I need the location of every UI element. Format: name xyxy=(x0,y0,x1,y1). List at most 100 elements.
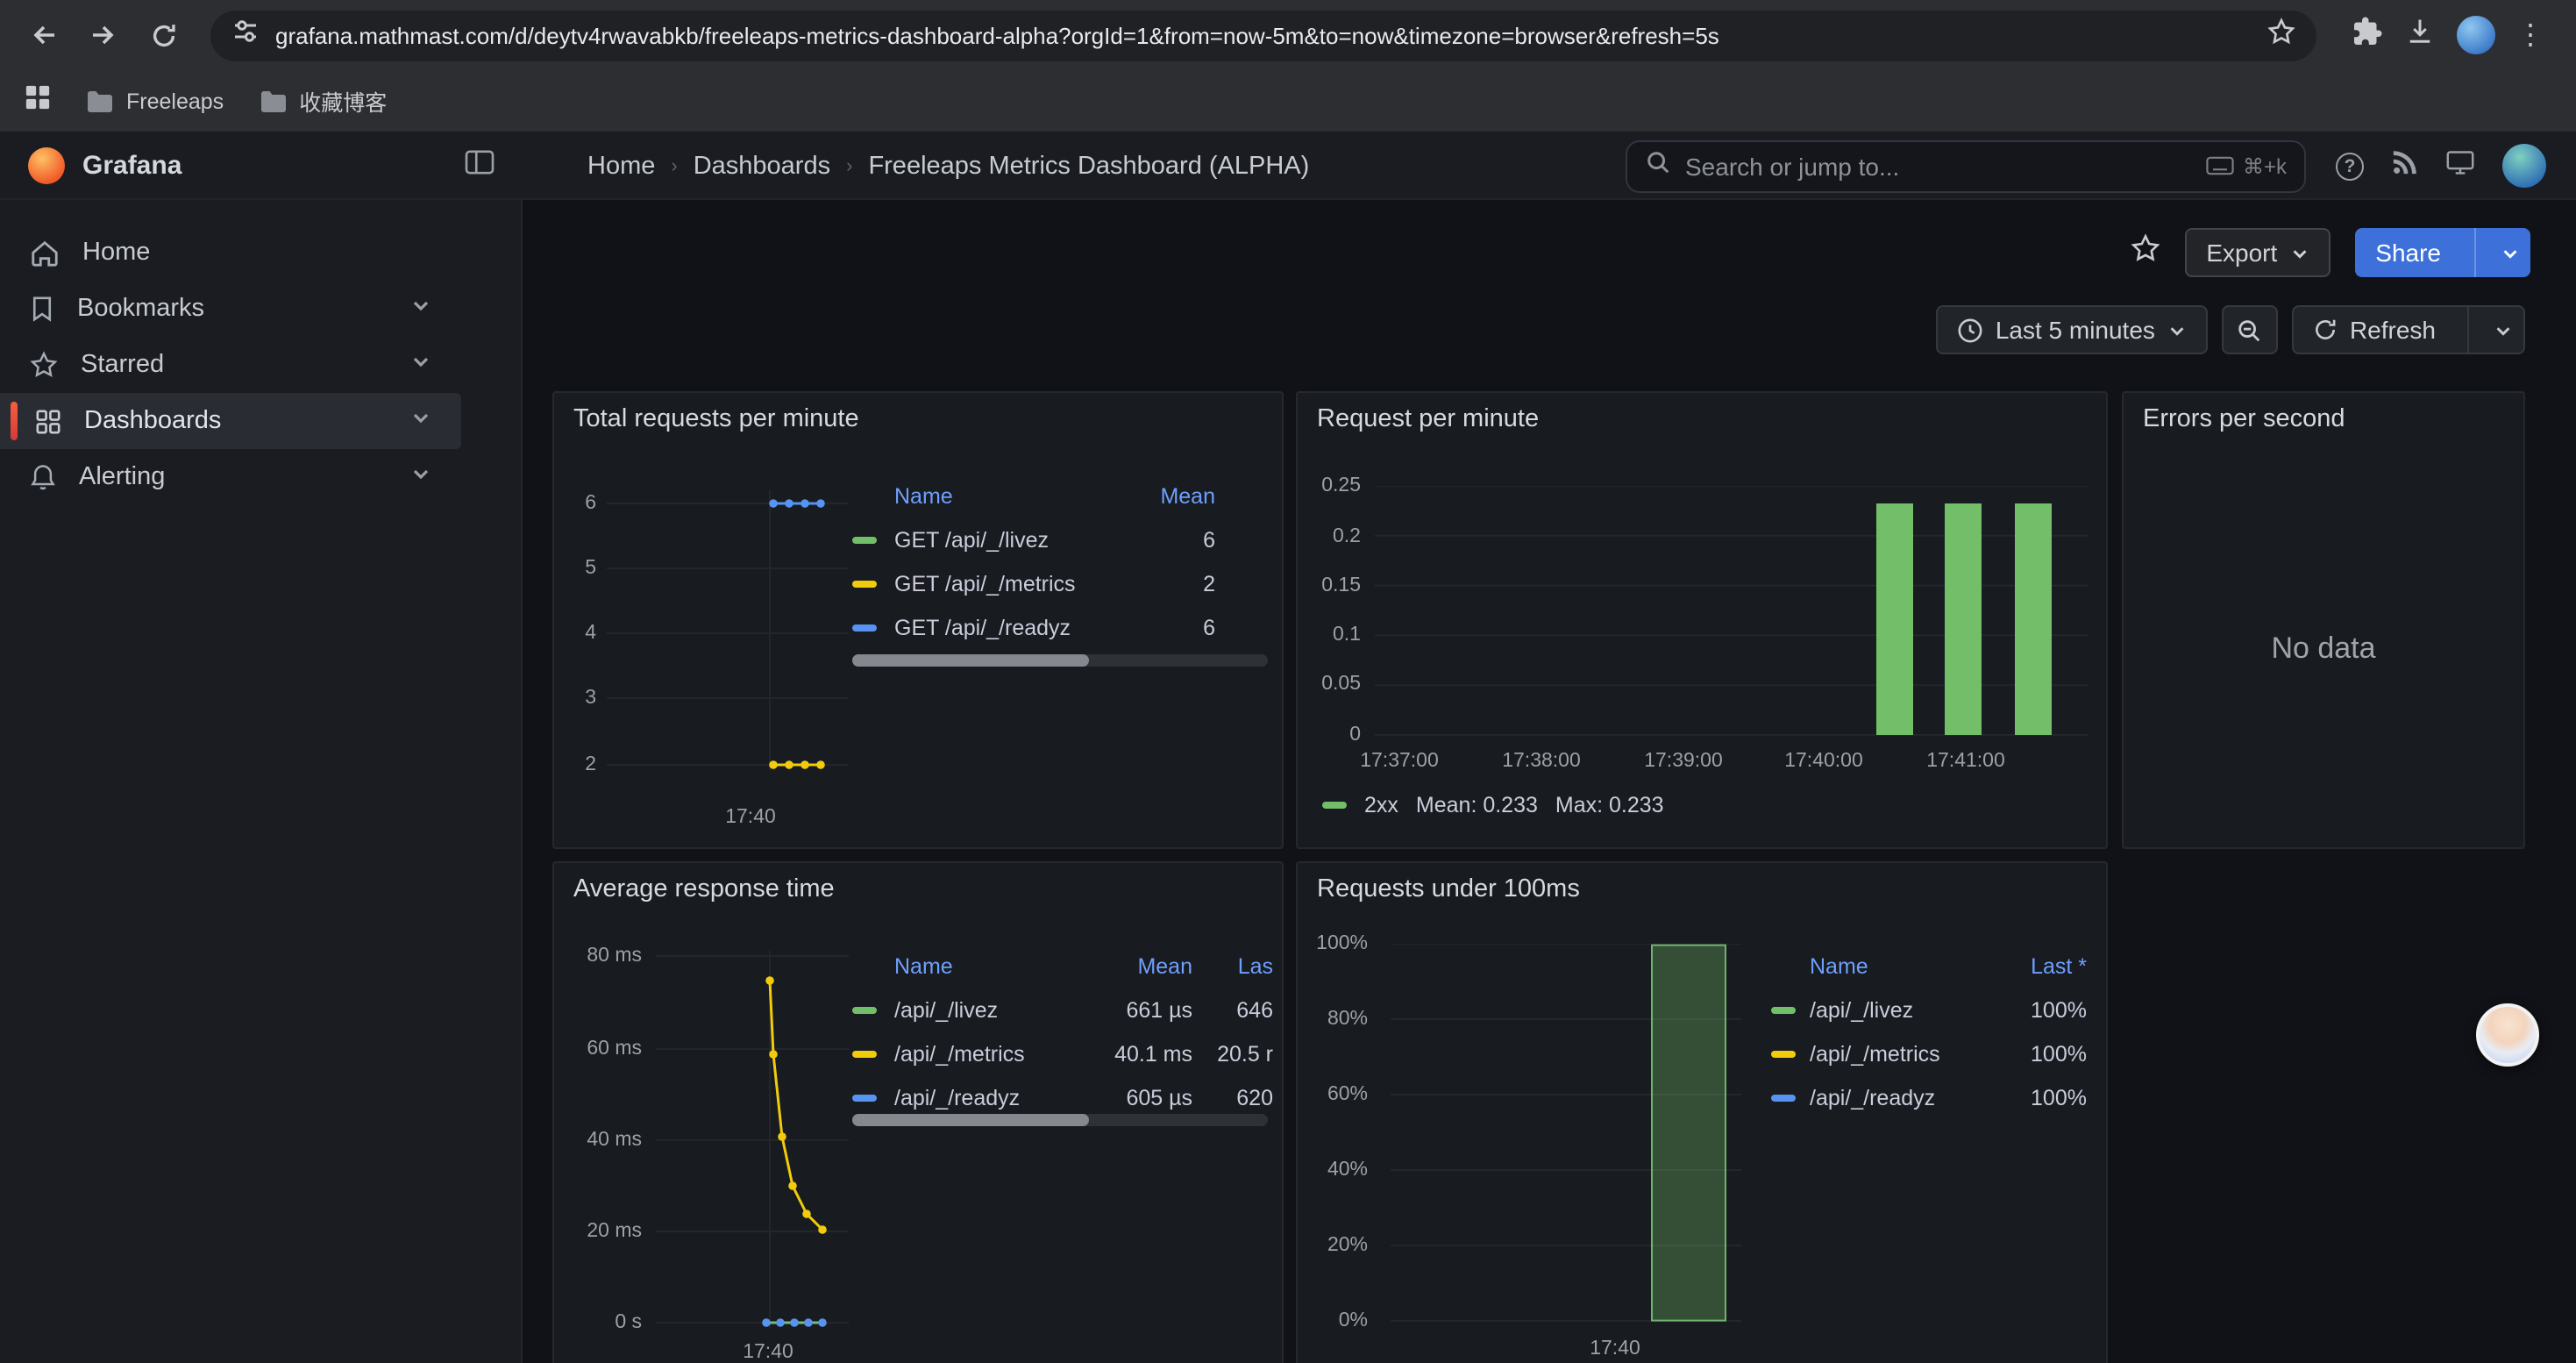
x-tick: 17:41:00 xyxy=(1913,751,2018,772)
dashboard-canvas: Export Share Last 5 minutes xyxy=(523,200,2576,1363)
y-tick: 4 xyxy=(554,623,596,644)
legend-row[interactable]: GET /api/_/readyz 6 xyxy=(852,605,1268,649)
legend-row[interactable]: /api/_/metrics 100% xyxy=(1771,1031,2087,1075)
series-swatch-yellow xyxy=(852,1050,877,1057)
legend-row[interactable]: /api/_/readyz 100% xyxy=(1771,1075,2087,1119)
news-rss-icon[interactable] xyxy=(2392,148,2418,183)
share-dropdown-chevron[interactable] xyxy=(2488,228,2530,277)
chevron-down-icon[interactable] xyxy=(410,351,431,379)
sidebar-item-home[interactable]: Home xyxy=(0,225,461,281)
legend-header-row: Name Mean Las xyxy=(852,944,1273,988)
home-icon xyxy=(30,238,60,268)
legend-header-mean[interactable]: Mean xyxy=(1080,953,1192,978)
y-tick: 0 xyxy=(1298,724,1361,746)
bar-chart[interactable] xyxy=(1391,944,1741,1326)
browser-menu-icon[interactable]: ⋮ xyxy=(2516,18,2544,53)
floating-assistant-avatar[interactable] xyxy=(2476,1003,2539,1067)
y-tick: 80% xyxy=(1298,1009,1368,1030)
legend-scrollbar[interactable] xyxy=(852,654,1268,667)
panel-title[interactable]: Requests under 100ms xyxy=(1317,875,1580,903)
browser-profile-avatar[interactable] xyxy=(2457,16,2495,54)
x-tick: 17:40 xyxy=(719,1342,817,1363)
line-chart[interactable] xyxy=(607,489,849,779)
panel-title[interactable]: Total requests per minute xyxy=(573,405,859,433)
x-tick: 17:38:00 xyxy=(1489,751,1594,772)
url-bar[interactable] xyxy=(210,10,2316,61)
search-box[interactable]: ⌘+k xyxy=(1626,139,2306,192)
line-chart[interactable] xyxy=(656,951,849,1333)
share-button[interactable]: Share xyxy=(2354,228,2530,277)
chevron-down-icon[interactable] xyxy=(410,407,431,435)
user-avatar[interactable] xyxy=(2502,144,2546,188)
export-button[interactable]: Export xyxy=(2185,228,2330,277)
y-tick: 40% xyxy=(1298,1160,1368,1181)
grafana-logo[interactable] xyxy=(28,147,65,184)
legend-header-mean[interactable]: Mean xyxy=(1117,483,1215,508)
y-tick: 80 ms xyxy=(554,946,642,967)
search-input[interactable] xyxy=(1685,152,2192,180)
legend-header-name[interactable]: Name xyxy=(894,953,1080,978)
sidebar-item-starred[interactable]: Starred xyxy=(0,337,461,393)
y-tick: 20 ms xyxy=(554,1221,642,1242)
extensions-icon[interactable] xyxy=(2352,15,2383,55)
legend-header-last[interactable]: Last * xyxy=(1996,953,2087,978)
forward-icon[interactable] xyxy=(77,9,130,61)
legend-row[interactable]: /api/_/livez 661 µs 646 xyxy=(852,988,1273,1031)
series-swatch-blue xyxy=(852,1094,877,1101)
refresh-button[interactable]: Refresh xyxy=(2292,305,2525,354)
zoom-out-button[interactable] xyxy=(2222,305,2278,354)
legend-header-name[interactable]: Name xyxy=(1810,953,1996,978)
bookmark-star-icon[interactable] xyxy=(2267,17,2295,54)
bar-chart[interactable] xyxy=(1375,486,2089,742)
bookmark-blog[interactable]: 收藏博客 xyxy=(259,84,387,118)
y-tick: 6 xyxy=(554,493,596,514)
series-swatch-green xyxy=(1771,1006,1796,1013)
chevron-down-icon[interactable] xyxy=(410,463,431,491)
panel-errors-per-second: Errors per second No data xyxy=(2122,391,2525,849)
bookmark-label: 收藏博客 xyxy=(299,84,387,118)
y-tick: 100% xyxy=(1298,933,1368,954)
download-icon[interactable] xyxy=(2404,15,2436,55)
sidebar-item-dashboards[interactable]: Dashboards xyxy=(0,393,461,449)
reload-icon[interactable] xyxy=(137,9,189,61)
breadcrumb-home[interactable]: Home xyxy=(587,152,655,180)
sidebar-item-alerting[interactable]: Alerting xyxy=(0,449,461,505)
legend-row[interactable]: GET /api/_/livez 6 xyxy=(852,517,1268,561)
apps-grid-icon[interactable] xyxy=(25,83,51,118)
sidebar-toggle-icon[interactable] xyxy=(465,148,495,183)
legend-row[interactable]: /api/_/livez 100% xyxy=(1771,988,2087,1031)
legend-scrollbar[interactable] xyxy=(852,1114,1268,1126)
panel-total-requests: Total requests per minute 6 5 4 3 2 xyxy=(552,391,1284,849)
site-info-icon[interactable] xyxy=(231,17,260,54)
url-input[interactable] xyxy=(275,22,2252,48)
legend-row[interactable]: GET /api/_/metrics 2 xyxy=(852,561,1268,605)
chevron-down-icon xyxy=(2167,320,2187,339)
legend-header-last[interactable]: Las xyxy=(1192,953,1273,978)
legend-header-name[interactable]: Name xyxy=(894,483,1117,508)
refresh-interval-chevron[interactable] xyxy=(2481,307,2523,353)
legend: 2xx Mean: 0.233 Max: 0.233 xyxy=(1322,793,1664,817)
chevron-down-icon xyxy=(2289,243,2309,262)
y-tick: 2 xyxy=(554,754,596,775)
bookmark-freeleaps[interactable]: Freeleaps xyxy=(86,89,224,113)
breadcrumb-dashboards[interactable]: Dashboards xyxy=(694,152,830,180)
panel-title[interactable]: Errors per second xyxy=(2143,405,2345,433)
time-range-picker[interactable]: Last 5 minutes xyxy=(1936,305,2208,354)
favorite-star-icon[interactable] xyxy=(2131,233,2160,272)
zoom-out-icon xyxy=(2237,317,2263,343)
legend-row[interactable]: /api/_/metrics 40.1 ms 20.5 r xyxy=(852,1031,1273,1075)
keyboard-icon xyxy=(2206,156,2234,175)
chevron-down-icon[interactable] xyxy=(410,295,431,323)
help-icon[interactable]: ? xyxy=(2336,152,2364,180)
star-icon xyxy=(30,351,58,379)
legend-row[interactable]: /api/_/readyz 605 µs 620 xyxy=(852,1075,1273,1119)
monitor-icon[interactable] xyxy=(2446,148,2474,183)
dashboards-grid-icon xyxy=(35,408,61,434)
legend-series-label[interactable]: 2xx xyxy=(1364,793,1398,817)
screen: ⋮ Freeleaps 收藏博客 Grafana Home › Dashboar… xyxy=(0,0,2576,1363)
panel-title[interactable]: Average response time xyxy=(573,875,835,903)
sidebar-item-bookmarks[interactable]: Bookmarks xyxy=(0,281,461,337)
back-icon[interactable] xyxy=(18,9,70,61)
folder-icon xyxy=(86,89,114,113)
panel-title[interactable]: Request per minute xyxy=(1317,405,1539,433)
